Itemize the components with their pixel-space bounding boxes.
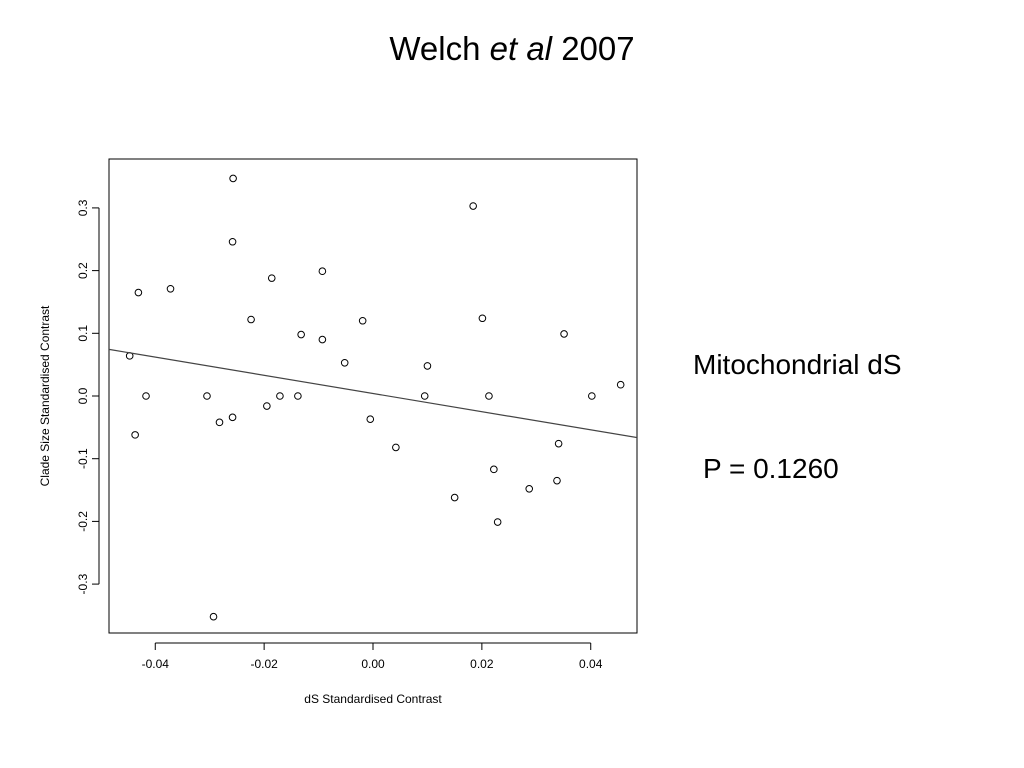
data-point — [420, 392, 429, 400]
data-point — [469, 202, 477, 210]
data-point — [166, 284, 175, 293]
y-axis: -0.3 -0.2 -0.1 0.0 0.1 0.2 0.3 — [76, 199, 100, 594]
data-point — [276, 392, 284, 400]
x-tick-label: -0.02 — [250, 657, 278, 671]
scatter-plot: -0.04 -0.02 0.00 0.02 0.04 -0.3 -0.2 -0.1 0.0 0.… — [38, 158, 638, 706]
data-point — [318, 267, 327, 276]
x-tick-label: 0.02 — [470, 657, 494, 671]
data-point — [297, 330, 305, 339]
y-tick-label: 0.0 — [76, 387, 90, 404]
data-point — [228, 413, 237, 422]
data-point — [131, 431, 139, 439]
data-point — [485, 392, 493, 400]
data-point — [478, 314, 487, 323]
x-tick-label: 0.04 — [579, 657, 603, 671]
data-point — [340, 358, 349, 367]
y-tick-label: -0.3 — [76, 573, 90, 594]
x-tick-label: 0.00 — [361, 657, 385, 671]
data-point — [294, 392, 302, 400]
y-tick-label: -0.1 — [76, 448, 90, 469]
data-point — [560, 330, 568, 338]
data-points — [125, 174, 625, 621]
data-point — [358, 316, 367, 325]
p-value-label: P = 0.1260 — [703, 453, 839, 484]
y-tick-label: 0.2 — [76, 262, 90, 279]
y-tick-label: 0.3 — [76, 199, 90, 216]
data-point — [490, 465, 498, 474]
data-point — [209, 612, 218, 621]
data-point — [318, 335, 327, 344]
slide-title: Welch et al 2007 — [0, 30, 1024, 68]
data-point — [142, 392, 150, 400]
title-year: 2007 — [561, 30, 635, 67]
regression-line — [108, 348, 638, 439]
data-point — [525, 484, 534, 493]
data-point — [616, 380, 625, 389]
data-point — [267, 274, 276, 282]
y-tick-label: 0.1 — [76, 325, 90, 342]
data-point — [134, 288, 143, 297]
x-tick-label: -0.04 — [142, 657, 170, 671]
data-point — [554, 439, 563, 448]
y-tick-label: -0.2 — [76, 511, 90, 532]
data-point — [366, 415, 375, 423]
data-point — [553, 476, 561, 485]
data-point — [588, 392, 596, 400]
plot-frame — [108, 158, 638, 634]
x-axis-label: dS Standardised Contrast — [304, 692, 442, 706]
series-label: Mitochondrial dS — [693, 349, 902, 380]
title-author: Welch — [389, 30, 481, 67]
data-point — [493, 518, 502, 526]
data-point — [450, 493, 459, 502]
y-axis-label: Clade Size Standardised Contrast — [38, 305, 52, 486]
data-point — [229, 174, 237, 183]
data-point — [228, 237, 237, 246]
x-axis: -0.04 -0.02 0.00 0.02 0.04 — [142, 642, 603, 671]
data-point — [203, 392, 211, 400]
data-point — [215, 418, 224, 427]
data-point — [247, 315, 255, 324]
data-point — [263, 402, 271, 410]
title-etal: et al — [489, 30, 553, 67]
data-point — [423, 362, 432, 370]
data-point — [392, 443, 400, 452]
